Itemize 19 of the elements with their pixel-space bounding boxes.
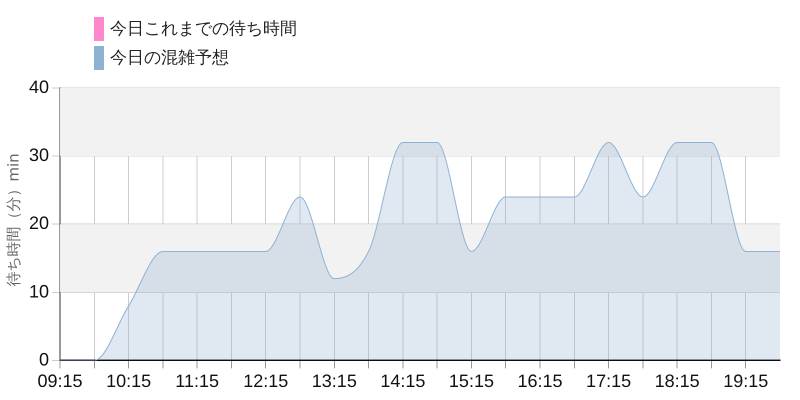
y-tick-label: 0 bbox=[39, 349, 50, 370]
x-tick-label: 19:15 bbox=[723, 371, 768, 392]
y-tick-label: 10 bbox=[28, 281, 50, 302]
x-tick-label: 13:15 bbox=[312, 371, 357, 392]
y-axis-title: 待ち時間（分）min bbox=[4, 153, 24, 287]
x-tick-label: 18:15 bbox=[654, 371, 700, 392]
x-tick-label: 14:15 bbox=[380, 371, 426, 392]
x-tick-label: 10:15 bbox=[106, 371, 152, 392]
x-tick-label: 16:15 bbox=[517, 371, 563, 392]
legend-label: 今日の混雑予想 bbox=[110, 47, 229, 69]
x-tick-label: 09:15 bbox=[38, 371, 83, 392]
y-tick-label: 20 bbox=[28, 213, 50, 234]
y-tick-label: 30 bbox=[28, 145, 50, 166]
x-tick-label: 12:15 bbox=[243, 371, 288, 392]
y-tick-label: 40 bbox=[28, 76, 50, 97]
legend-label: 今日これまでの待ち時間 bbox=[110, 18, 297, 40]
x-tick-label: 17:15 bbox=[586, 371, 632, 392]
x-tick-label: 11:15 bbox=[175, 371, 220, 392]
x-tick-label: 15:15 bbox=[448, 371, 494, 392]
